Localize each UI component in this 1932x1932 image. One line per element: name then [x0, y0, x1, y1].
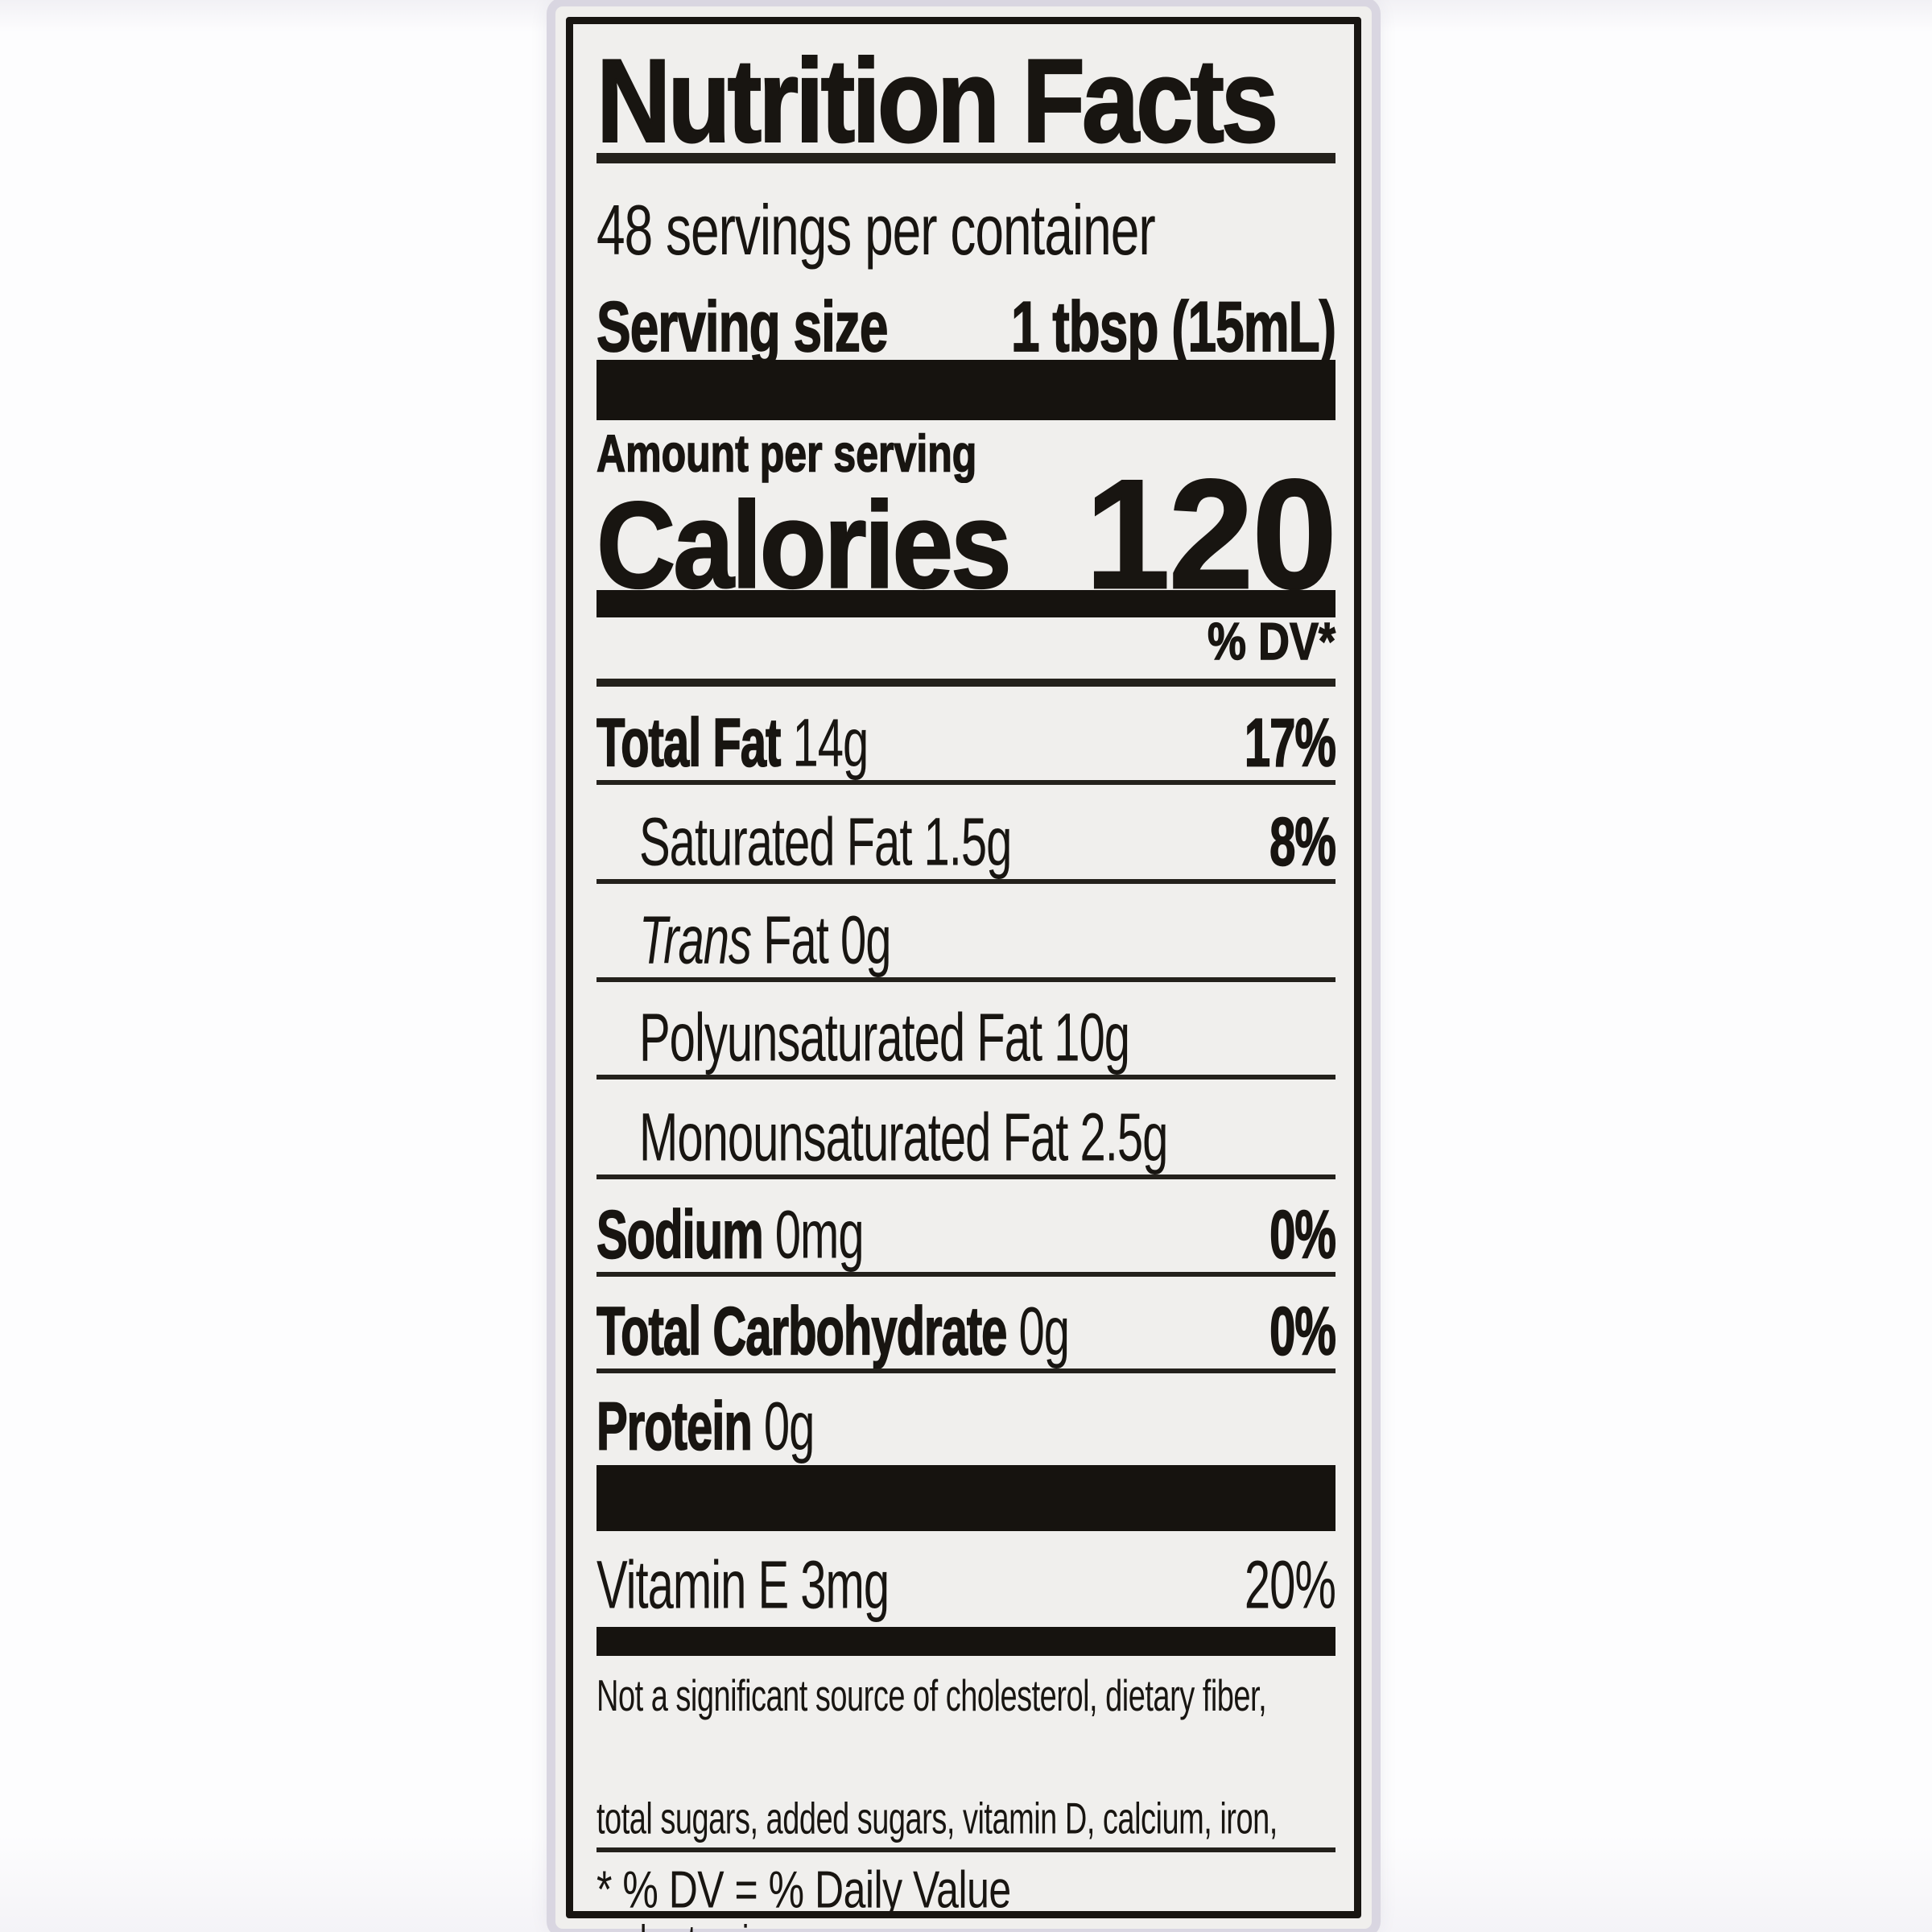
page-title: Nutrition Facts	[596, 35, 1279, 168]
dv-header-row: % DV*	[597, 615, 1335, 668]
nutrition-facts-panel: Nutrition Facts 48 servings per containe…	[555, 6, 1372, 1932]
nutrient-row-sodium: Sodium 0mg 0%	[596, 1197, 1336, 1274]
daily-value-note: * % DV = % Daily Value	[597, 1860, 1011, 1919]
thick-separator-bar-vitamins	[597, 1465, 1335, 1531]
nutrient-row-polyunsaturated-fat: Polyunsaturated Fat 10g	[639, 1004, 1335, 1072]
footnote-line-3: and potassium.	[597, 1917, 799, 1932]
nutrient-dv: 0%	[1269, 1197, 1337, 1274]
vitamin-row-vitamin-e: Vitamin E 3mg 20%	[597, 1551, 1336, 1620]
nutrient-name: Trans Fat 0g	[639, 902, 891, 979]
row-rule-1	[597, 780, 1335, 785]
footnote-text: Not a significant source of cholesterol,…	[597, 1666, 1278, 1932]
nutrient-row-saturated-fat: Saturated Fat 1.5g 8%	[639, 807, 1337, 877]
nutrient-name: Monounsaturated Fat 2.5g	[639, 1100, 1168, 1176]
row-rule-4	[597, 1075, 1335, 1080]
vitamin-name: Vitamin E 3mg	[597, 1547, 890, 1624]
nutrient-row-trans-fat: Trans Fat 0g	[639, 902, 1335, 979]
servings-row: 48 servings per container	[597, 195, 1335, 266]
serving-size-label: Serving size	[596, 287, 889, 367]
calories-value: 120	[1084, 447, 1338, 622]
vitamin-dv: 20%	[1244, 1547, 1336, 1624]
nutrient-name: Total Carbohydrate 0g	[596, 1294, 1070, 1370]
row-rule-2	[597, 879, 1335, 884]
row-rule-7	[597, 1368, 1335, 1373]
nutrient-name: Total Fat 14g	[596, 705, 869, 782]
medium-separator-bar-footnote	[597, 1627, 1335, 1656]
nutrient-name: Sodium 0mg	[596, 1197, 864, 1274]
row-rule-6	[597, 1272, 1335, 1277]
nutrient-name: Polyunsaturated Fat 10g	[639, 1000, 1130, 1076]
thick-separator-bar-top	[597, 360, 1335, 420]
serving-size-row: Serving size 1 tbsp (15mL)	[596, 291, 1336, 363]
nutrient-dv: 17%	[1244, 705, 1336, 782]
title-row: Nutrition Facts	[596, 35, 1335, 168]
medium-separator-bar-calories	[597, 590, 1335, 617]
dv-header-rule	[597, 679, 1335, 687]
title-rule	[597, 153, 1335, 163]
nutrient-name: Protein 0g	[596, 1389, 815, 1465]
nutrient-dv: 8%	[1269, 804, 1337, 881]
daily-value-note-row: * % DV = % Daily Value	[597, 1864, 1335, 1916]
amount-per-serving-label: Amount per serving	[596, 424, 977, 483]
row-rule-3	[597, 977, 1335, 982]
calories-row: Calories 120	[596, 456, 1338, 613]
serving-size-value: 1 tbsp (15mL)	[1010, 287, 1336, 367]
footnote-line-1: Not a significant source of cholesterol,…	[597, 1672, 1267, 1722]
nutrient-row-total-fat: Total Fat 14g 17%	[596, 705, 1336, 782]
nutrient-row-monounsaturated-fat: Monounsaturated Fat 2.5g	[639, 1104, 1335, 1172]
footnote-line-2: total sugars, added sugars, vitamin D, c…	[597, 1794, 1278, 1844]
nutrient-name: Saturated Fat 1.5g	[639, 804, 1012, 881]
calories-label: Calories	[596, 476, 1013, 613]
dv-header: % DV*	[1207, 613, 1335, 671]
nutrient-row-protein: Protein 0g	[596, 1389, 1335, 1465]
footnote: Not a significant source of cholesterol,…	[597, 1666, 1335, 1932]
nutrient-dv: 0%	[1269, 1294, 1337, 1370]
nutrient-row-total-carbohydrate: Total Carbohydrate 0g 0%	[596, 1294, 1336, 1370]
row-rule-5	[597, 1174, 1335, 1179]
footnote-rule	[597, 1847, 1335, 1852]
servings-per-container: 48 servings per container	[597, 190, 1156, 270]
amount-per-serving-row: Amount per serving	[596, 427, 1335, 481]
